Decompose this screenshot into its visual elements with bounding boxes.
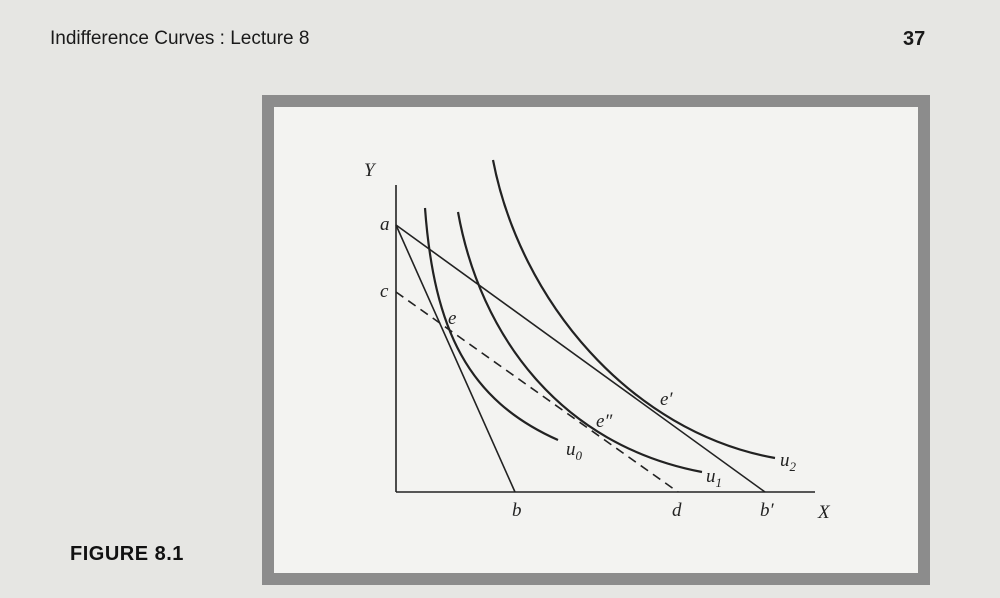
curve-subscript: 2 (790, 459, 797, 474)
curve-label: u1 (706, 466, 722, 490)
y-axis-label: Y (364, 160, 377, 181)
indifference-curve-u1 (456, 211, 703, 474)
point-label: e″ (596, 411, 613, 432)
point-label: b′ (760, 500, 775, 521)
curve-letter: u (780, 450, 790, 471)
curve-label: u2 (780, 450, 797, 474)
indifference-curve-u2 (491, 159, 776, 460)
curve-subscript: 1 (716, 475, 723, 490)
budget-line-ab-prime (395, 224, 766, 493)
x-axis-label: X (817, 502, 831, 523)
curve-subscript: 0 (576, 448, 583, 463)
curve-label: u0 (566, 439, 583, 463)
running-head: Indifference Curves : Lecture 8 (50, 28, 310, 49)
budget-line-cd (395, 291, 679, 493)
point-label: c (380, 281, 389, 302)
point-label: e (448, 308, 456, 329)
figure-frame (262, 95, 930, 585)
point-label: b (512, 500, 522, 521)
point-label: a (380, 214, 390, 235)
point-label: d (672, 500, 682, 521)
budget-line-ab (395, 224, 516, 493)
curve-letter: u (706, 466, 716, 487)
point-label: e′ (660, 389, 673, 410)
figure-caption: FIGURE 8.1 (70, 543, 184, 565)
page-number: 37 (903, 28, 926, 50)
indifference-curve-u0 (423, 207, 559, 442)
curve-letter: u (566, 439, 576, 460)
